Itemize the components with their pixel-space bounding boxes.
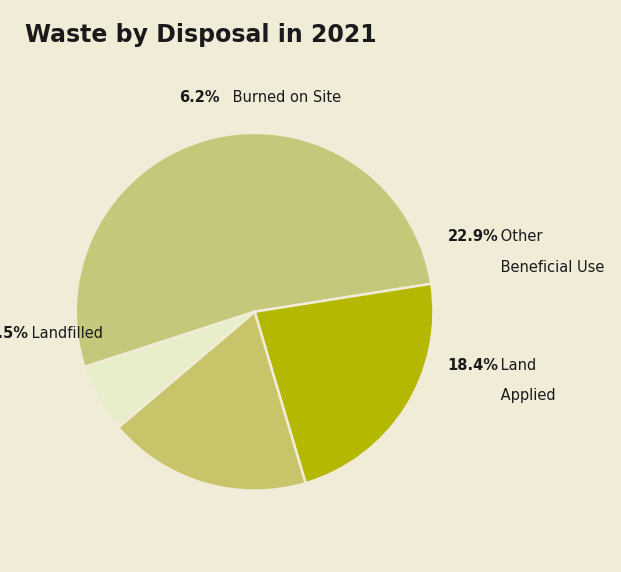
Wedge shape [255,284,433,483]
Text: Landfilled: Landfilled [27,325,104,341]
Text: Other: Other [496,229,543,244]
Text: Beneficial Use: Beneficial Use [496,260,604,275]
Text: 22.9%: 22.9% [448,229,499,244]
Wedge shape [118,312,306,491]
Text: Waste by Disposal in 2021: Waste by Disposal in 2021 [25,23,376,47]
Text: 52.5%: 52.5% [0,325,29,341]
Text: 6.2%: 6.2% [179,90,220,105]
Text: Applied: Applied [496,388,556,403]
Text: Land: Land [496,358,537,373]
Wedge shape [84,312,255,427]
Text: Burned on Site: Burned on Site [228,90,341,105]
Wedge shape [76,133,431,367]
Text: 18.4%: 18.4% [448,358,499,373]
